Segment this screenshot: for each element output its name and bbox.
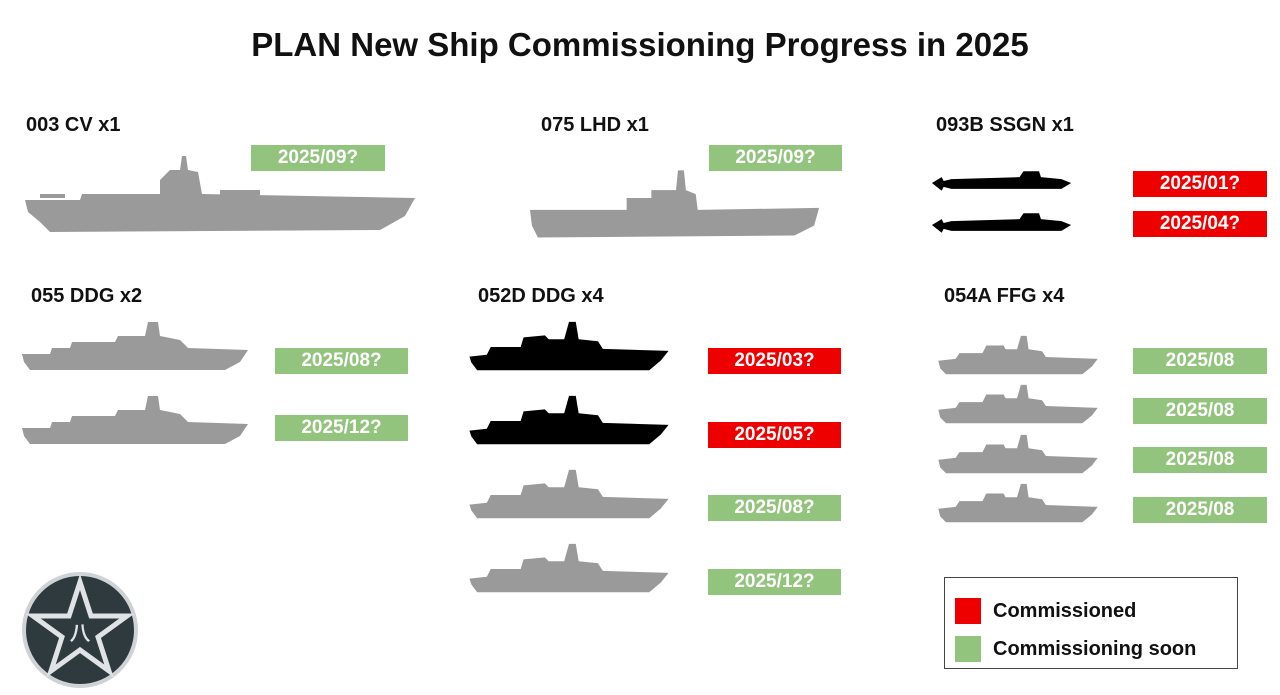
destroyer-055-icon — [20, 318, 250, 378]
destroyer-052d-icon — [465, 392, 673, 450]
legend-item-expected: Commissioning soon — [955, 636, 1196, 662]
frigate-054a-icon — [932, 332, 1104, 380]
legend: Commissioned Commissioning soon — [944, 577, 1238, 669]
lhd-075-icon — [528, 160, 824, 240]
group-label-055-ddg: 055 DDG x2 — [31, 285, 143, 307]
legend-label: Commissioned — [993, 599, 1137, 622]
date-badge: 2025/05? — [708, 422, 841, 448]
destroyer-052d-icon — [465, 466, 673, 524]
group-label-052d-ddg: 052D DDG x4 — [478, 285, 604, 307]
group-label-054a-ffg: 054A FFG x4 — [944, 285, 1065, 307]
frigate-054a-icon — [932, 381, 1104, 429]
date-badge: 2025/04? — [1133, 211, 1267, 237]
group-label-093b-ssgn: 093B SSGN x1 — [936, 114, 1074, 136]
date-badge: 2025/09? — [251, 145, 385, 171]
date-badge: 2025/12? — [708, 569, 841, 595]
frigate-054a-icon — [932, 480, 1104, 528]
destroyer-052d-icon — [465, 540, 673, 598]
legend-swatch-commissioned — [955, 598, 981, 624]
group-label-003-cv: 003 CV x1 — [26, 114, 121, 136]
date-badge: 2025/08 — [1133, 348, 1267, 374]
date-badge: 2025/03? — [708, 348, 841, 374]
frigate-054a-icon — [932, 431, 1104, 479]
destroyer-055-icon — [20, 392, 250, 452]
date-badge: 2025/08? — [275, 348, 408, 374]
destroyer-052d-icon — [465, 318, 673, 376]
legend-label: Commissioning soon — [993, 637, 1197, 660]
legend-item-commissioned: Commissioned — [955, 598, 1136, 624]
date-badge: 2025/12? — [275, 415, 408, 441]
date-badge: 2025/01? — [1133, 171, 1267, 197]
date-badge: 2025/09? — [709, 145, 842, 171]
star-emblem-icon: 八 — [20, 570, 140, 690]
group-label-075-lhd: 075 LHD x1 — [541, 114, 649, 136]
date-badge: 2025/08? — [708, 495, 841, 521]
chart-title: PLAN New Ship Commissioning Progress in … — [251, 26, 1029, 63]
legend-swatch-expected — [955, 636, 981, 662]
date-badge: 2025/08 — [1133, 447, 1267, 473]
date-badge: 2025/08 — [1133, 398, 1267, 424]
svg-text:八: 八 — [70, 621, 91, 645]
submarine-093b-icon — [930, 209, 1076, 239]
date-badge: 2025/08 — [1133, 497, 1267, 523]
submarine-093b-icon — [930, 167, 1076, 197]
